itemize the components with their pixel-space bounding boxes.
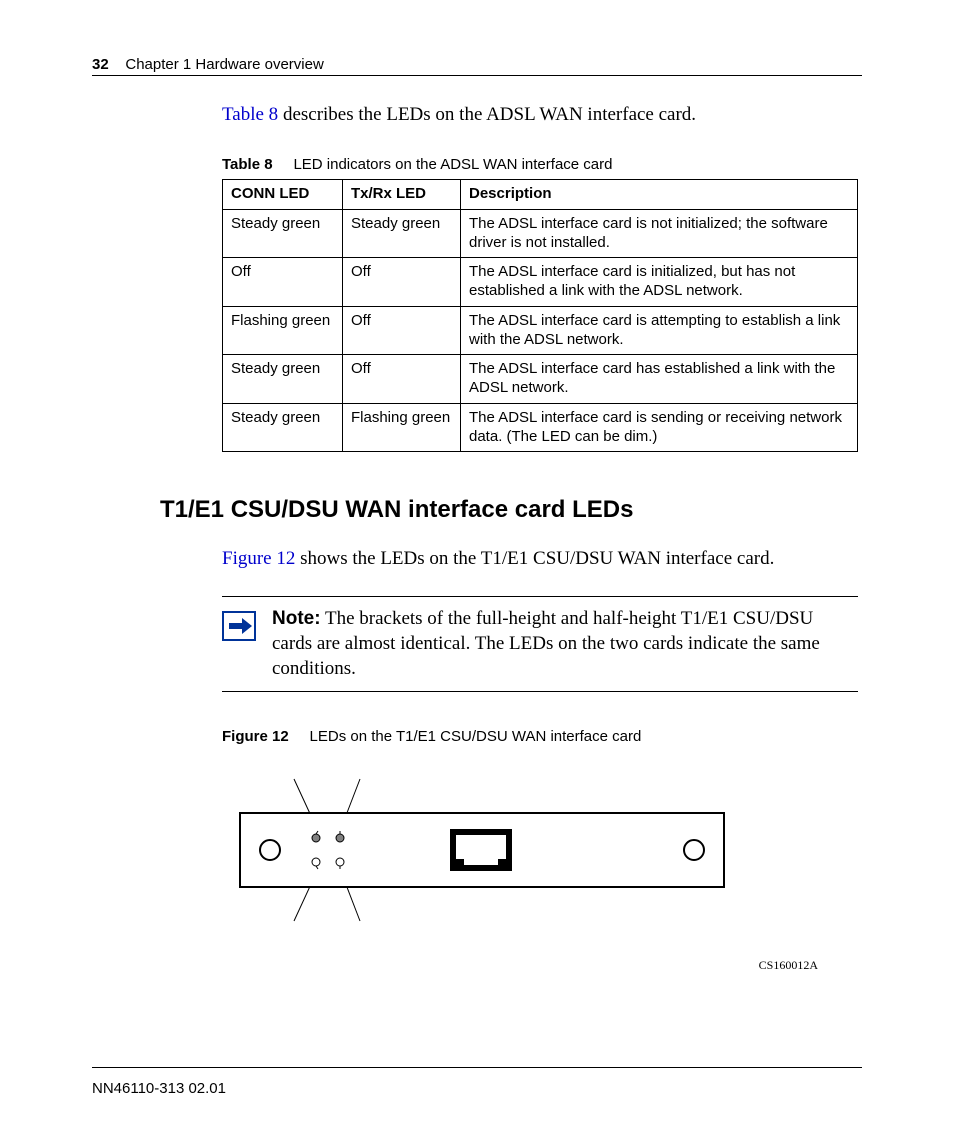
note-block: Note: The brackets of the full-height an… (222, 596, 858, 692)
table-header-row: CONN LED Tx/Rx LED Description (223, 180, 858, 210)
note-body: The brackets of the full-height and half… (272, 608, 820, 678)
table8-caption-text: LED indicators on the ADSL WAN interface… (293, 156, 612, 173)
cell-conn: Off (223, 258, 343, 307)
figure12-code: CS160012A (222, 958, 858, 973)
cell-txrx: Off (343, 306, 461, 355)
cell-desc: The ADSL interface card has established … (461, 355, 858, 404)
figure12-caption: Figure 12 LEDs on the T1/E1 CSU/DSU WAN … (222, 728, 862, 745)
page-footer: NN46110-313 02.01 (92, 1067, 862, 1097)
table8-link[interactable]: Table 8 (222, 104, 278, 125)
th-conn: CONN LED (223, 180, 343, 210)
doc-id: NN46110-313 02.01 (92, 1080, 862, 1097)
intro-rest: describes the LEDs on the ADSL WAN inter… (278, 104, 696, 125)
table8-caption-label: Table 8 (222, 156, 273, 173)
table-row: Steady green Steady green The ADSL inter… (223, 209, 858, 258)
table8-caption: Table 8 LED indicators on the ADSL WAN i… (222, 156, 862, 173)
section-heading: T1/E1 CSU/DSU WAN interface card LEDs (160, 496, 862, 524)
cell-desc: The ADSL interface card is initialized, … (461, 258, 858, 307)
cell-conn: Steady green (223, 355, 343, 404)
table-row: Steady green Flashing green The ADSL int… (223, 403, 858, 452)
table-row: Steady green Off The ADSL interface card… (223, 355, 858, 404)
cell-desc: The ADSL interface card is sending or re… (461, 403, 858, 452)
table-row: Flashing green Off The ADSL interface ca… (223, 306, 858, 355)
interface-card-diagram (222, 771, 742, 941)
cell-desc: The ADSL interface card is attempting to… (461, 306, 858, 355)
cell-txrx: Off (343, 355, 461, 404)
table-row: Off Off The ADSL interface card is initi… (223, 258, 858, 307)
chapter-title: Chapter 1 Hardware overview (125, 56, 323, 73)
cell-conn: Steady green (223, 209, 343, 258)
figure12-intro: Figure 12 shows the LEDs on the T1/E1 CS… (222, 548, 862, 570)
figure12-intro-rest: shows the LEDs on the T1/E1 CSU/DSU WAN … (295, 548, 774, 569)
cell-conn: Flashing green (223, 306, 343, 355)
page-header: 32 Chapter 1 Hardware overview (92, 56, 862, 73)
note-label: Note: (272, 608, 321, 629)
table8: CONN LED Tx/Rx LED Description Steady gr… (222, 179, 858, 452)
figure12-caption-text: LEDs on the T1/E1 CSU/DSU WAN interface … (310, 728, 642, 745)
footer-rule (92, 1067, 862, 1068)
cell-desc: The ADSL interface card is not initializ… (461, 209, 858, 258)
header-rule (92, 75, 862, 76)
intro-paragraph: Table 8 describes the LEDs on the ADSL W… (222, 104, 862, 126)
figure12: CS160012A (222, 771, 858, 973)
arrow-right-icon (222, 611, 256, 646)
th-txrx: Tx/Rx LED (343, 180, 461, 210)
cell-txrx: Flashing green (343, 403, 461, 452)
page-number: 32 (92, 56, 109, 73)
note-text: Note: The brackets of the full-height an… (272, 607, 858, 681)
cell-conn: Steady green (223, 403, 343, 452)
cell-txrx: Steady green (343, 209, 461, 258)
cell-txrx: Off (343, 258, 461, 307)
figure12-caption-label: Figure 12 (222, 728, 289, 745)
th-desc: Description (461, 180, 858, 210)
figure12-link[interactable]: Figure 12 (222, 548, 295, 569)
